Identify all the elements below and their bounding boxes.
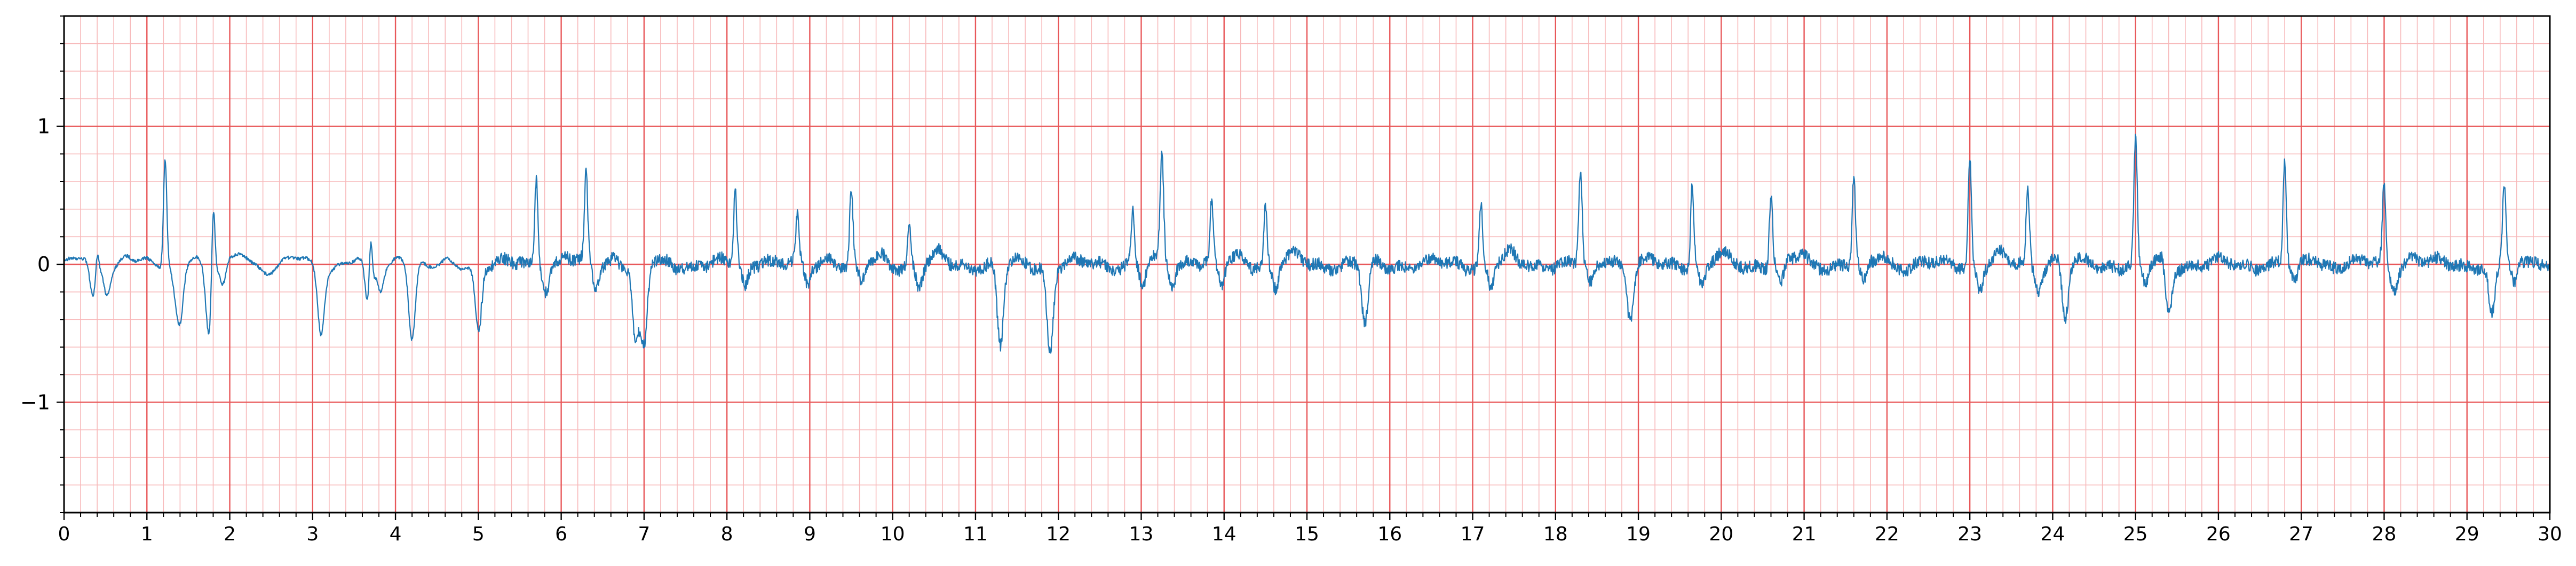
x-tick-label: 19 [1626,523,1651,545]
x-tick-label: 3 [306,523,319,545]
x-tick-label: 28 [2372,523,2397,545]
x-tick-label: 23 [1957,523,1982,545]
x-tick-label: 24 [2040,523,2065,545]
x-tick-label: 29 [2455,523,2479,545]
plot-series [63,133,2551,354]
x-tick-label: 25 [2123,523,2148,545]
x-tick-label: 16 [1377,523,1402,545]
x-tick-label: 6 [555,523,567,545]
x-tick-label: 15 [1295,523,1319,545]
x-tick-label: 5 [472,523,485,545]
x-tick-label: 4 [390,523,402,545]
ecg-signal-line [63,133,2551,354]
y-tick-label: 0 [37,253,50,276]
x-tick-label: 17 [1461,523,1485,545]
x-tick-label: 7 [638,523,650,545]
x-tick-label: 26 [2206,523,2231,545]
y-tick-labels: 1 0 −1 [20,115,50,414]
y-tick-label: 1 [37,115,50,138]
x-tick-labels: 0 1 2 3 4 5 6 7 8 9 10 11 12 13 14 15 16 17 18 19 20 21 22 23 24… [58,523,2562,545]
x-tick-label: 12 [1046,523,1071,545]
x-tick-label: 8 [721,523,733,545]
x-tick-label: 20 [1709,523,1733,545]
x-tick-label: 30 [2538,523,2562,545]
x-tick-label: 1 [141,523,153,545]
axis-ticks [57,15,2551,520]
x-tick-label: 14 [1212,523,1237,545]
x-tick-label: 21 [1792,523,1817,545]
x-tick-label: 18 [1543,523,1568,545]
x-tick-label: 27 [2289,523,2313,545]
x-tick-label: 22 [1875,523,1899,545]
x-tick-label: 0 [58,523,70,545]
x-tick-label: 10 [881,523,905,545]
x-tick-label: 9 [804,523,816,545]
x-tick-label: 13 [1129,523,1154,545]
y-tick-label: −1 [20,390,50,414]
x-tick-label: 2 [224,523,236,545]
x-tick-label: 11 [963,523,988,545]
